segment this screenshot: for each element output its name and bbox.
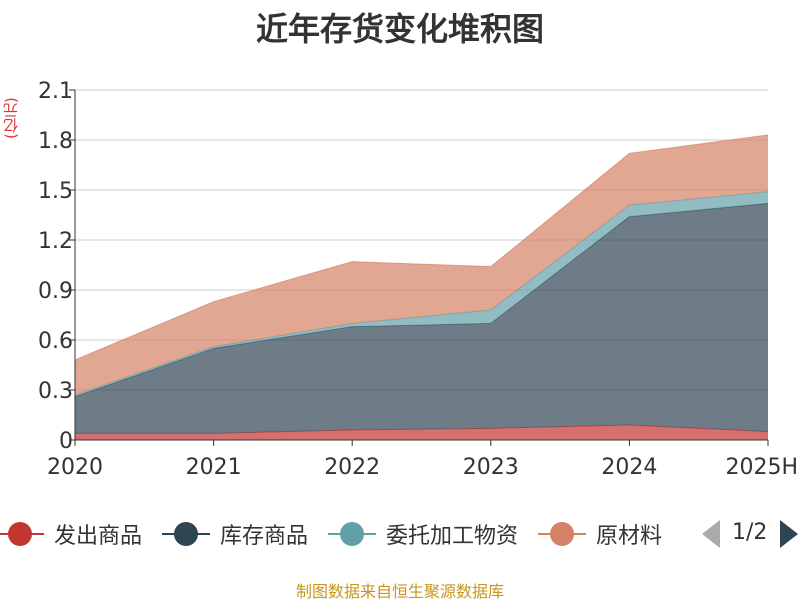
x-tick-label: 2021	[186, 455, 242, 480]
area-series-发出商品	[75, 425, 768, 440]
area-series-委托加工物资	[75, 191, 768, 397]
y-tick-label: 0.9	[38, 279, 73, 304]
axes: 0 0.3 0.6 0.9 1.2 1.5 1.8 2.1 2020 2021 2022 2023 20…	[38, 79, 798, 480]
x-tick-label: 2020	[47, 455, 103, 480]
legend-marker-icon	[328, 522, 377, 546]
y-tick-label: 2.1	[38, 79, 73, 104]
legend-label: 库存商品	[220, 524, 309, 549]
legend-marker-icon	[538, 522, 587, 546]
x-tick-label: 2025H	[725, 455, 798, 480]
x-tick-label: 2023	[463, 455, 519, 480]
legend-page-indicator: 1/2	[732, 520, 768, 545]
y-tick-label: 0.6	[38, 329, 73, 354]
area-series-库存商品	[75, 203, 768, 434]
legend-pager: 1/2	[700, 514, 800, 554]
legend-next-page-icon[interactable]	[780, 520, 798, 548]
legend-item[interactable]: 库存商品	[162, 514, 308, 554]
x-tick-label: 2022	[324, 455, 380, 480]
source-note: 制图数据来自恒生聚源数据库	[295, 582, 504, 601]
legend-item[interactable]: 委托加工物资	[328, 514, 518, 554]
y-tick-label: 0.3	[38, 379, 73, 404]
y-tick-label: 1.8	[38, 129, 73, 154]
area-series-layer	[74, 134, 769, 440]
legend-track: 发出商品 库存商品 委托加工物资 原材料	[0, 514, 682, 554]
legend: 发出商品 库存商品 委托加工物资 原材料 1/2	[0, 514, 800, 554]
y-tick-label: 0	[59, 429, 73, 454]
legend-item[interactable]: 原材料	[538, 514, 662, 554]
y-tick-label: 1.2	[38, 229, 73, 254]
legend-item[interactable]: 发出商品	[0, 514, 142, 554]
x-tick-label: 2024	[601, 455, 657, 480]
area-series-原材料	[75, 135, 768, 395]
legend-viewport: 发出商品 库存商品 委托加工物资 原材料	[0, 514, 683, 554]
stacked-area-chart: 0 0.3 0.6 0.9 1.2 1.5 1.8 2.1 2020 2021 2022 2023 20…	[38, 79, 798, 480]
legend-label: 发出商品	[54, 524, 143, 549]
legend-marker-icon	[162, 522, 211, 546]
area-edge-line	[74, 134, 769, 361]
legend-label: 委托加工物资	[386, 524, 519, 549]
y-tick-label: 1.5	[38, 179, 73, 204]
legend-label: 原材料	[596, 524, 663, 549]
chart-title: 近年存货变化堆积图	[255, 10, 544, 48]
legend-marker-icon	[0, 522, 44, 546]
legend-prev-page-icon[interactable]	[702, 520, 720, 548]
